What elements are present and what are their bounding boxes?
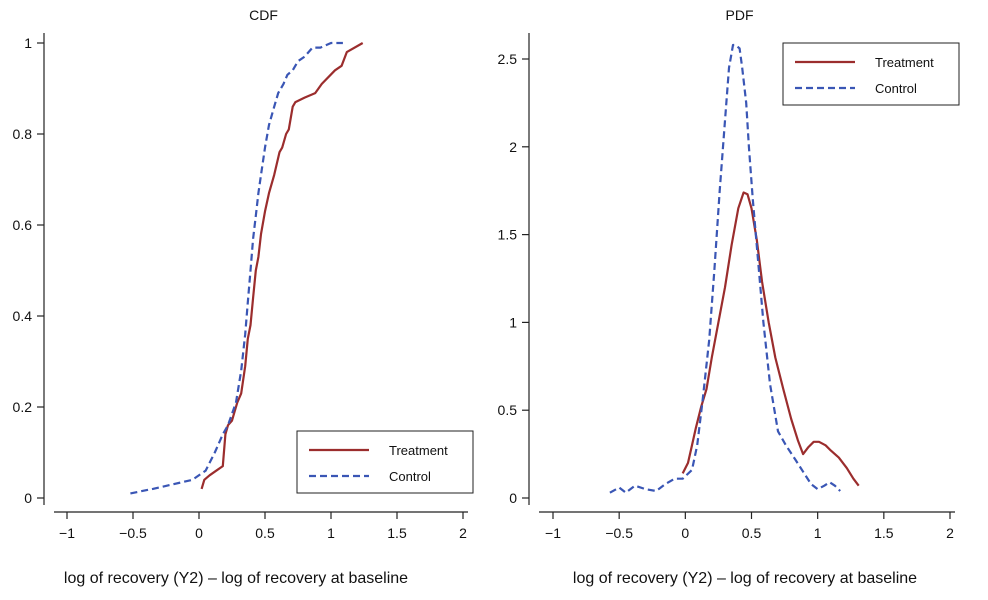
cdf-legend: Treatment Control xyxy=(296,430,474,494)
cdf-legend-label-treatment: Treatment xyxy=(389,443,448,458)
pdf-y-tick-label: 2.5 xyxy=(498,51,518,67)
pdf-series-treatment xyxy=(681,191,860,487)
pdf-x-tick-label: −0.5 xyxy=(605,525,633,541)
pdf-title: PDF xyxy=(726,7,754,23)
cdf-series-treatment xyxy=(200,42,364,490)
cdf-x-tick-label: 2 xyxy=(459,525,467,541)
pdf-legend: Treatment Control xyxy=(782,42,960,106)
pdf-x-tick-label: 2 xyxy=(946,525,954,541)
pdf-x-tick-label: 0.5 xyxy=(742,525,762,541)
cdf-y-tick-label: 1 xyxy=(24,35,32,51)
cdf-legend-label-control: Control xyxy=(389,469,431,484)
pdf-legend-box xyxy=(782,42,960,106)
pdf-x-tick-label: 1 xyxy=(814,525,822,541)
pdf-y-tick-label: 0 xyxy=(509,490,517,506)
pdf-x-tick-label: 0 xyxy=(681,525,689,541)
pdf-series-control xyxy=(609,43,841,494)
cdf-title: CDF xyxy=(249,7,278,23)
pdf-x-label: log of recovery (Y2) – log of recovery a… xyxy=(573,570,917,587)
cdf-y-tick-label: 0.8 xyxy=(13,126,33,142)
pdf-x-tick-label: −1 xyxy=(545,525,561,541)
cdf-x-tick-label: −1 xyxy=(59,525,75,541)
pdf-legend-label-control: Control xyxy=(875,81,917,96)
cdf-x-tick-label: −0.5 xyxy=(119,525,147,541)
cdf-x-tick-label: 1.5 xyxy=(387,525,407,541)
cdf-series-control xyxy=(130,41,343,495)
cdf-y-tick-label: 0.6 xyxy=(13,217,33,233)
cdf-y-tick-label: 0.2 xyxy=(13,399,33,415)
pdf-panel: PDF 0 0.5 1 1.5 2 2.5 −1 −0.5 0 0.5 1 1.5 2 log of rec… xyxy=(498,7,960,587)
pdf-legend-label-treatment: Treatment xyxy=(875,55,934,70)
pdf-x-tick-label: 1.5 xyxy=(874,525,894,541)
cdf-y-tick-label: 0 xyxy=(24,490,32,506)
pdf-y-tick-label: 1 xyxy=(509,314,517,330)
cdf-y-tick-label: 0.4 xyxy=(13,308,33,324)
cdf-x-label: log of recovery (Y2) – log of recovery a… xyxy=(64,570,408,587)
cdf-x-tick-label: 1 xyxy=(327,525,335,541)
pdf-y-tick-label: 0.5 xyxy=(498,402,518,418)
pdf-y-tick-label: 1.5 xyxy=(498,227,518,243)
cdf-x-tick-label: 0 xyxy=(195,525,203,541)
cdf-legend-box xyxy=(296,430,474,494)
cdf-x-tick-label: 0.5 xyxy=(255,525,275,541)
cdf-panel: CDF 0 0.2 0.4 0.6 0.8 1 −1 −0.5 0 0.5 1 1.5 2 log of r… xyxy=(13,7,474,587)
pdf-y-tick-label: 2 xyxy=(509,139,517,155)
